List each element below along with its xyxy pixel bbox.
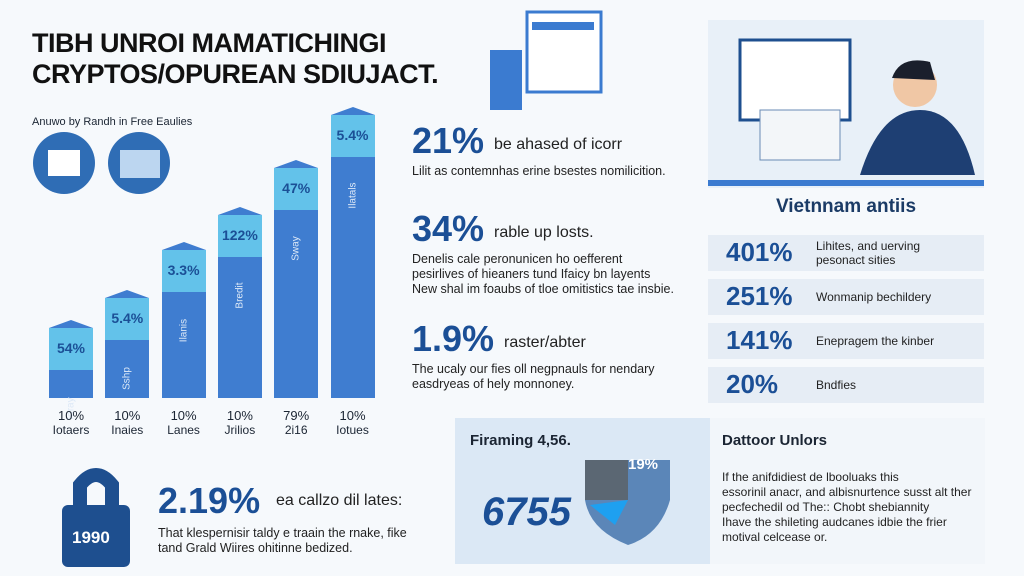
stat-value: 1.9% [412, 318, 495, 359]
bar-inner-label: Ilatals [347, 182, 358, 209]
panel-number: 6755 [482, 490, 571, 534]
bar-top-label: 47% [282, 180, 311, 196]
stat-label: rable up losts. [494, 224, 594, 241]
bar-cap [217, 207, 262, 215]
bar-name: Inaies [111, 423, 144, 437]
title: TIBH UNROI MAMATICHINGI CRYPTOS/OPUREAN … [32, 28, 439, 90]
bar-cap [49, 320, 93, 328]
bar-body [274, 210, 319, 398]
bar-cap [274, 160, 319, 168]
stat-row: 401% Lihites, and uerving pesonact sities [708, 235, 984, 271]
bar-name: Lanes [167, 423, 200, 437]
row-label: Wonmanip bechildery [816, 290, 932, 304]
bar-top-label: 54% [56, 340, 86, 356]
bar-top [49, 328, 93, 370]
row-label: Enepragem the kinber [816, 334, 935, 348]
bar-value: 10% [57, 408, 85, 423]
bar-top-label: 5.4% [111, 310, 144, 326]
desc-line: tand Grald Wiires ohitinne bedized. [158, 541, 353, 555]
side-line: essorinil anacr, and albisnurtence susst… [722, 485, 972, 499]
bar-top [105, 298, 150, 340]
side-line: If the anifdidiest de lbooluaks this [722, 470, 899, 484]
stat-label: be ahased of icorr [494, 136, 623, 153]
bar-inner-label: Sshp [121, 367, 133, 390]
side-line: motival celcease or. [722, 530, 828, 544]
stat-row: 141% Enepragem the kinber [708, 323, 984, 359]
bar-value: 79% [283, 408, 310, 423]
stat-value: 34% [412, 208, 485, 249]
row-value: 251% [726, 281, 793, 311]
right-title: Vietnnam antiis [775, 196, 917, 217]
lock-label: 1990 [72, 528, 110, 547]
bar-top-label: 5.4% [336, 127, 369, 143]
bar-body [330, 157, 375, 398]
stat-desc: Lilit as contemnhas erine bsestes nomili… [412, 164, 666, 178]
side-line: Ihave the shileting audcanes idbie the f… [722, 515, 947, 529]
pie-label: 19% [628, 456, 659, 473]
side-desc: If the anifdidiest de lbooluaks this esso… [722, 470, 971, 545]
bar-top [217, 215, 262, 257]
bar-name: 2i16 [284, 423, 308, 437]
bar-inner-label: Ilanis [178, 318, 190, 343]
row-value: 20% [726, 369, 779, 399]
row-value: 401% [726, 237, 793, 267]
bar-body [217, 257, 262, 398]
row-value: 141% [726, 325, 793, 355]
bar-name: Iotues [336, 423, 369, 437]
bar-top-label: 3.3% [167, 262, 200, 278]
bar-name: Iotaers [52, 423, 90, 437]
bar-body [49, 370, 93, 398]
title-line: CRYPTOS/OPUREAN SDIUJACT. [32, 59, 439, 89]
bar-name: Jrilios [224, 423, 256, 437]
bottom-desc: That klespernisir taldy e traain the rna… [158, 526, 407, 556]
panel-title: Firaming 4,56. [470, 432, 571, 449]
bar-cap [105, 290, 150, 298]
row-label: Bndfies [816, 378, 857, 392]
bar-value: 10% [226, 408, 253, 423]
stat-value: 21% [412, 120, 485, 161]
stat-desc: Denelis cale peronunicen ho oefferent [412, 252, 623, 266]
stat-desc: The ucaly our fies oll negpnauls for nen… [412, 362, 655, 376]
subtitle: Anuwo by Randh in Free Eaulies [32, 116, 193, 128]
bar-value: 10% [339, 408, 366, 423]
bar-top [330, 115, 375, 157]
bar-value: 10% [170, 408, 197, 423]
side-line: pecfechedil od The:: Chobt shebiannity [722, 500, 930, 514]
stat-label: raster/abter [504, 334, 586, 351]
row-label: pesonact sities [816, 253, 896, 267]
stat-row: 251% Wonmanip bechildery [708, 279, 984, 315]
bottom-value: 2.19% [158, 480, 261, 521]
bar-body [161, 292, 206, 398]
bar-cap [161, 242, 206, 250]
stat-row: 20% Bndfies [708, 367, 984, 403]
stat-desc: New shal im foaubs of tloe omitistics ta… [412, 282, 674, 296]
title-line: TIBH UNROI MAMATICHINGI [32, 28, 386, 58]
bar-value: 10% [114, 408, 141, 423]
row-label: Lihites, and uerving [816, 239, 921, 253]
bottom-label: ea callzo dil lates: [276, 492, 403, 509]
bar-top [161, 250, 206, 292]
bar-body [105, 340, 150, 398]
bar-cap [330, 107, 375, 115]
stat-desc: easdryeas of hely monnoney. [412, 377, 575, 391]
side-title: Dattoor Unlors [722, 432, 827, 449]
desc-line: That klespernisir taldy e traain the rna… [158, 526, 407, 540]
bar-inner-label: Bredit [234, 282, 246, 309]
bar-top-label: 122% [221, 227, 258, 243]
bar-top [274, 168, 319, 210]
stat-desc: pesirlives of hieaners tund Ifaicy bn la… [412, 267, 651, 281]
bar-inner-label: Sway [290, 236, 302, 261]
